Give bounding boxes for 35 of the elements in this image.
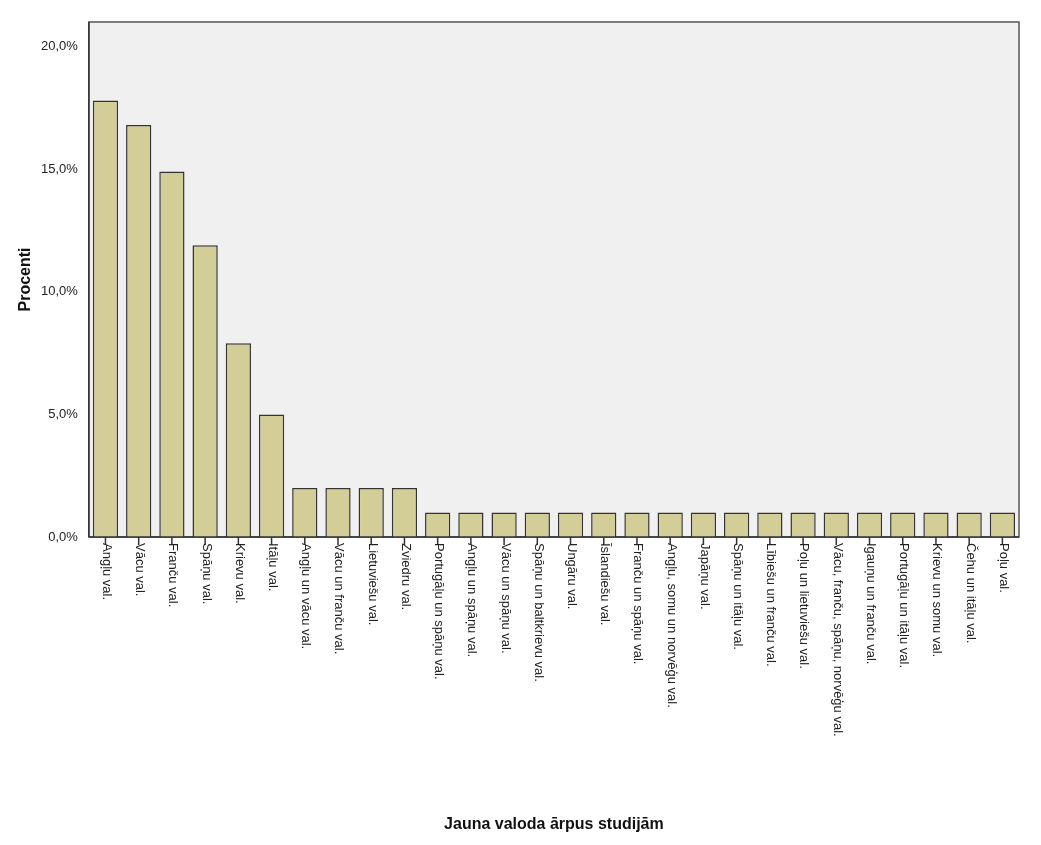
x-tick-label: Īslandiešu val. [598,543,614,626]
x-tick-label: Čehu un itāļu val. [963,543,979,644]
x-tick-label: Itāļu val. [265,543,281,592]
x-tick-label: Ungāru val. [564,543,580,610]
x-tick-label: Zviedru val. [398,543,414,611]
x-tick-label: Vācu val. [133,543,149,597]
x-tick-label: Portugāļu un itāļu val. [897,543,913,669]
y-tick-label: 10,0% [40,283,79,299]
x-tick-label: Spāņu val. [199,543,215,605]
y-tick-label: 5,0% [48,405,79,421]
x-tick-label: Krievu val. [232,543,248,604]
x-tick-label: Spāņu un baltkrievu val. [531,543,547,682]
x-axis-title: Jauna valoda ārpus studijām [444,815,664,833]
x-tick-label: Vācu un franču val. [332,543,348,655]
x-tick-label: Angļu un spāņu val. [465,543,481,658]
x-tick-label: Angļu un vācu val. [299,543,315,650]
x-tick-label: Vācu, franču, spāņu, norvēģu val. [830,543,846,737]
x-tick-label: Igauņu un franču val. [863,543,879,665]
x-tick-label: Portugāļu un spāņu val. [432,543,448,680]
x-tick-label: Angļu, somu un norvēģu val. [664,543,680,708]
x-tick-label: Spāņu un itāļu val. [731,543,747,650]
x-tick-label: Lībiešu un franču val. [764,543,780,667]
y-tick-label: 0,0% [48,528,79,544]
x-tick-label: Poļu un lietuviešu val. [797,543,813,669]
x-tick-label: Japāņu val. [697,543,713,610]
y-tick-label: 15,0% [40,160,79,176]
x-tick-label: Franču val. [166,543,182,608]
x-tick-label: Krievu un somu val. [930,543,946,658]
x-tick-label: Vācu un spāņu val. [498,543,514,654]
x-tick-label: Lietuviešu val. [365,543,381,626]
x-tick-label: Franču un spāņu val. [631,543,647,665]
y-axis-title: Procenti [16,247,34,312]
x-tick-label: Angļu val. [99,543,115,601]
y-tick-label: 20,0% [40,38,79,54]
x-tick-label: Poļu val. [996,543,1012,593]
